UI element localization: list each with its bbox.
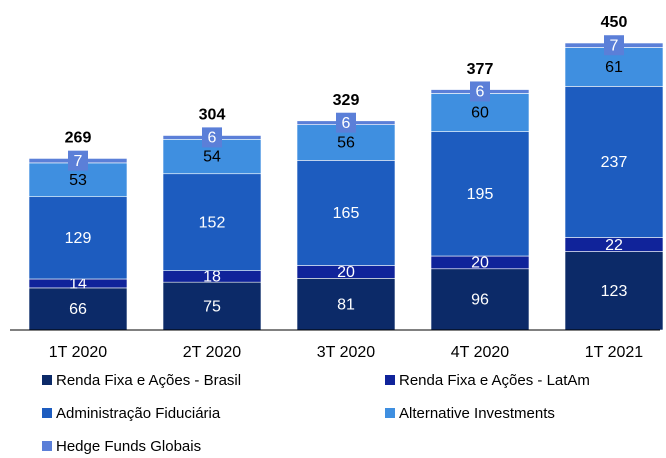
data-label: 6 (476, 84, 485, 101)
label-box (202, 127, 222, 148)
bar-segment (28, 287, 128, 331)
data-label: 237 (601, 154, 628, 171)
data-label: 20 (471, 255, 489, 272)
bar-segment (430, 268, 530, 331)
bar-segment (296, 160, 396, 266)
data-label: 56 (337, 135, 355, 152)
bar-segment (28, 196, 128, 280)
data-label: 75 (203, 298, 221, 315)
label-box (604, 35, 624, 56)
data-label: 81 (337, 296, 355, 313)
x-tick-label: 3T 2020 (317, 344, 376, 361)
legend-swatch (42, 408, 52, 418)
data-label: 53 (69, 172, 87, 189)
total: 377 (467, 61, 494, 78)
data-label: 123 (601, 283, 628, 300)
data-label: 195 (467, 186, 494, 203)
total: 304 (199, 107, 226, 124)
legend-swatch (385, 408, 395, 418)
data-label: 14 (69, 276, 87, 293)
data-label: 7 (610, 37, 619, 54)
legend-label: Alternative Investments (399, 405, 555, 422)
x-tick-label: 1T 2020 (49, 344, 108, 361)
data-label: 6 (208, 130, 217, 147)
legend-label: Administração Fiduciária (56, 405, 221, 422)
data-label: 165 (333, 205, 360, 222)
x-tick-label: 2T 2020 (183, 344, 242, 361)
data-label: 152 (199, 214, 226, 231)
data-label: 60 (471, 105, 489, 122)
data-label: 54 (203, 149, 221, 166)
label-box (336, 112, 356, 133)
legend-label: Hedge Funds Globais (56, 438, 201, 455)
data-label: 96 (471, 292, 489, 309)
x-tick-label: 1T 2021 (585, 344, 644, 361)
legend-label: Renda Fixa e Ações - LatAm (399, 372, 590, 389)
data-label: 61 (605, 59, 623, 76)
data-label: 22 (605, 237, 623, 254)
data-label: 7 (74, 153, 83, 170)
label-box (68, 150, 88, 171)
total: 450 (601, 14, 628, 31)
legend-swatch (42, 441, 52, 451)
data-label: 129 (65, 230, 92, 247)
legend-swatch (42, 375, 52, 385)
legend-label: Renda Fixa e Ações - Brasil (56, 372, 241, 389)
bar-segment (296, 278, 396, 331)
total: 269 (65, 130, 92, 147)
bar-segment (162, 173, 262, 271)
data-label: 66 (69, 301, 87, 318)
total: 329 (333, 92, 360, 109)
bar-segment (564, 251, 664, 331)
legend-swatch (385, 375, 395, 385)
bar-segment (564, 86, 664, 238)
bar-segment (430, 131, 530, 257)
label-box (470, 81, 490, 102)
data-label: 18 (203, 269, 221, 286)
data-label: 6 (342, 115, 351, 132)
data-label: 20 (337, 264, 355, 281)
bar-segment (162, 281, 262, 331)
x-tick-label: 4T 2020 (451, 344, 510, 361)
